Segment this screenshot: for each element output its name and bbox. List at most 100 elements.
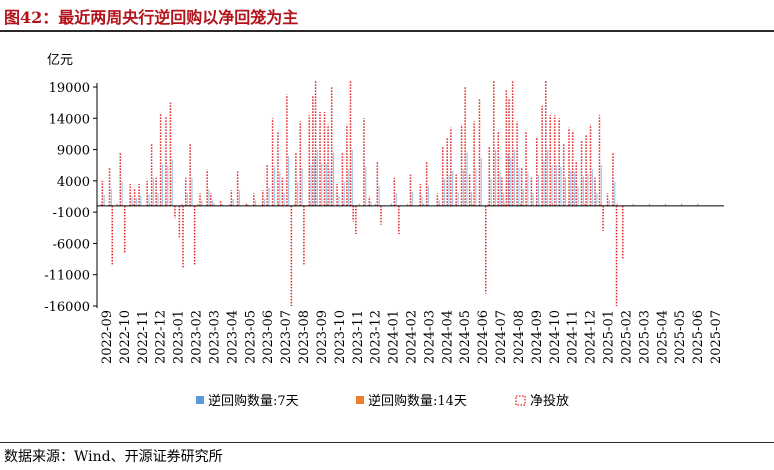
legend: 逆回购数量:7天 逆回购数量:14天 净投放	[196, 393, 569, 409]
bar-7d	[148, 194, 150, 206]
x-tick-label: 2024-08	[512, 310, 527, 364]
y-tick-label: -16000	[44, 300, 90, 315]
legend-label-net: 净投放	[530, 393, 569, 409]
y-axis-label: 亿元	[47, 53, 73, 68]
bar-7d	[131, 196, 133, 206]
bar-14d	[390, 203, 392, 206]
bar-14d	[697, 203, 699, 206]
y-tick-label: 4000	[57, 175, 90, 190]
bar-7d	[171, 159, 173, 206]
x-tick-label: 2025-06	[691, 310, 706, 364]
bar-14d	[648, 203, 650, 206]
x-tick-label: 2024-07	[494, 310, 509, 364]
legend-swatch-net	[515, 395, 526, 406]
legend-swatch-14d	[356, 396, 364, 404]
bar-7d	[510, 158, 512, 206]
source-rule	[0, 442, 774, 443]
bar-7d	[247, 204, 249, 206]
bar-7d	[591, 169, 593, 206]
bar-7d	[608, 200, 610, 206]
bar-7d	[600, 165, 602, 206]
x-tick-label: 2023-12	[369, 310, 384, 364]
bar-7d	[167, 165, 169, 206]
bar-7d	[573, 172, 576, 206]
bar-7d	[564, 177, 567, 206]
x-tick-label: 2022-10	[118, 310, 133, 364]
bar-7d	[438, 200, 440, 206]
bar-7d	[201, 200, 203, 206]
legend-label-14d: 逆回购数量:14天	[368, 393, 467, 409]
bar-7d	[543, 160, 545, 206]
bar-7d	[288, 155, 290, 206]
bar-7d	[421, 196, 423, 206]
bar-7d	[427, 186, 430, 206]
bar-14d	[181, 203, 183, 206]
bar-14d	[423, 203, 425, 206]
bar-7d	[152, 177, 155, 206]
x-tick-label: 2023-08	[297, 310, 312, 364]
bar-7d	[338, 196, 340, 206]
bar-14d	[664, 203, 667, 206]
bar-7d	[596, 193, 598, 206]
bar-7d	[211, 200, 214, 206]
bar-7d	[161, 164, 163, 206]
bar-7d	[587, 173, 589, 206]
y-tick-label: -6000	[53, 237, 90, 252]
x-tick-label: 2022-12	[154, 310, 169, 364]
bar-7d	[443, 179, 446, 206]
bar-14d	[471, 203, 473, 206]
x-tick-label: 2024-12	[584, 310, 599, 364]
x-tick-label: 2023-07	[279, 310, 294, 364]
bar-7d	[614, 181, 616, 206]
bar-7d	[232, 198, 234, 206]
legend-swatch-7d	[196, 396, 204, 404]
bar-14d	[294, 203, 296, 206]
y-axis-ticks: 19000 14000 9000 4000 -1000 -6000 -11000 -16000	[44, 81, 97, 315]
x-axis-ticks: 2022-09 2022-10 2022-11 2022-12 2023-01 2023-…	[100, 310, 724, 364]
chart: 亿元 19000 14000 9000 4000 -1000 -6000 -11000 -16…	[44, 53, 724, 409]
bar-7d	[135, 198, 138, 206]
bar-7d	[582, 176, 584, 206]
x-tick-label: 2025-07	[709, 310, 724, 364]
bar-14d	[439, 203, 441, 206]
bar-7d	[121, 181, 123, 206]
bar-14d	[213, 203, 215, 206]
bar-7d	[495, 149, 497, 206]
bar-7d	[570, 170, 572, 206]
x-tick-label: 2022-09	[100, 310, 115, 364]
x-tick-label: 2025-01	[602, 310, 617, 364]
bar-7d	[378, 186, 380, 206]
bar-14d	[100, 203, 102, 206]
bar-14d	[326, 203, 328, 206]
bar-14d	[616, 203, 618, 206]
bar-14d	[503, 203, 505, 206]
x-tick-label: 2023-09	[315, 310, 330, 364]
x-tick-label: 2024-03	[422, 310, 437, 364]
bar-14d	[632, 203, 634, 206]
bar-7d	[370, 201, 372, 206]
bar-7d	[297, 181, 299, 206]
bar-7d	[537, 174, 540, 206]
bar-14d	[197, 203, 199, 206]
bar-7d	[507, 153, 509, 206]
bar-7d	[395, 193, 397, 206]
x-tick-label: 2025-05	[673, 310, 688, 364]
x-tick-label: 2025-04	[655, 310, 670, 364]
bar-7d	[279, 172, 281, 206]
x-tick-label: 2023-04	[225, 310, 240, 364]
bar-14d	[132, 203, 135, 206]
x-tick-label: 2024-01	[387, 310, 402, 364]
bar-7d	[191, 177, 193, 206]
bar-7d	[518, 167, 520, 206]
bar-7d	[480, 158, 482, 206]
bar-14d	[358, 203, 360, 206]
bar-14d	[406, 203, 409, 206]
bar-14d	[310, 203, 312, 206]
bar-7d	[475, 167, 477, 206]
bar-7d	[532, 193, 534, 206]
source-note: 数据来源：Wind、开源证券研究所	[4, 449, 223, 465]
x-tick-label: 2023-03	[207, 310, 222, 364]
bar-7d	[466, 152, 468, 206]
bar-7d	[365, 166, 367, 206]
x-tick-label: 2024-10	[548, 310, 563, 364]
